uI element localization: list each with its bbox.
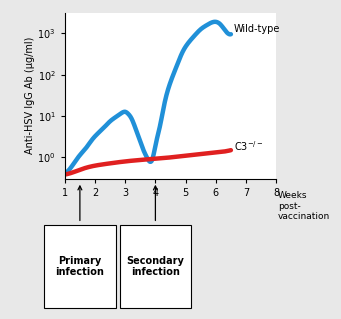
Text: Primary
infection: Primary infection (56, 256, 104, 277)
Y-axis label: Anti-HSV IgG Ab (µg/ml): Anti-HSV IgG Ab (µg/ml) (25, 37, 34, 154)
Text: C3$^{-/-}$: C3$^{-/-}$ (234, 139, 263, 152)
Text: Secondary
infection: Secondary infection (127, 256, 184, 277)
Text: Wild-type: Wild-type (234, 24, 280, 34)
Text: Weeks
post-
vaccination: Weeks post- vaccination (278, 191, 330, 221)
